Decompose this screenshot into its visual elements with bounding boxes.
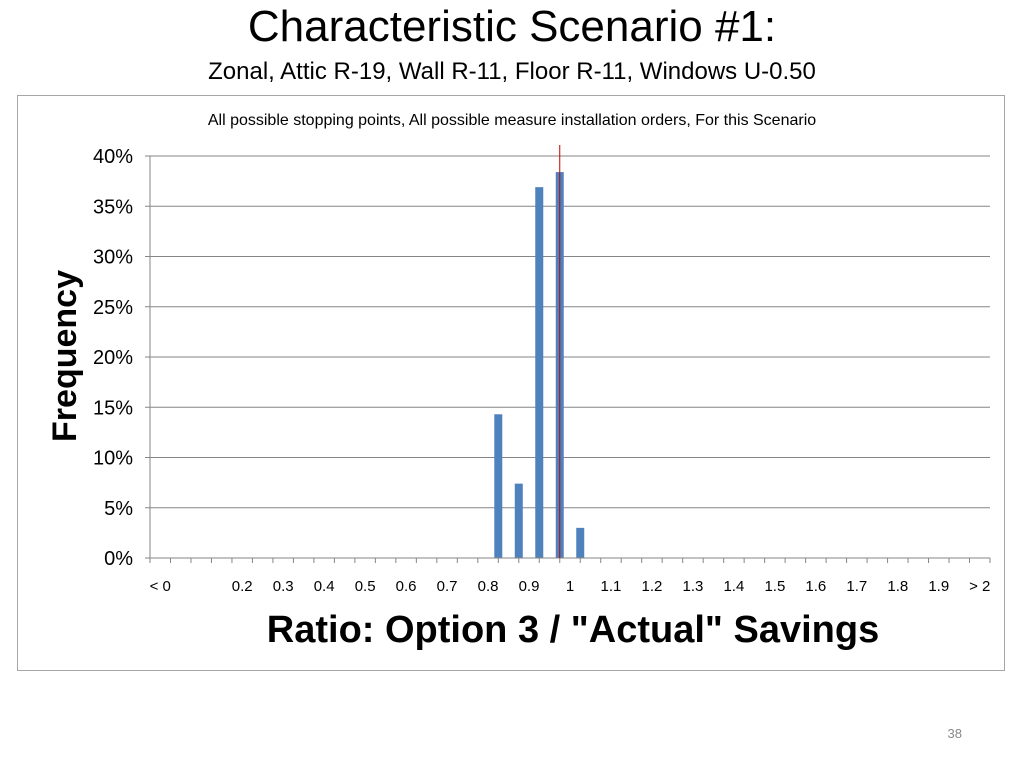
- x-tick-label: 1: [566, 578, 574, 595]
- x-tick-label: 1.5: [764, 578, 785, 595]
- bars: [494, 172, 585, 558]
- y-tick-label: 5%: [104, 498, 133, 520]
- x-tick-labels: < 0 0.2 0.3 0.4 0.5 0.6 0.7 0.8 0.9 1 1.1 1.2 1.3 1.4…: [150, 578, 991, 595]
- x-tick-label: 0.6: [396, 578, 417, 595]
- y-tick-label: 25%: [93, 297, 133, 319]
- x-tick-label: 1.7: [846, 578, 867, 595]
- x-tick-label: 0.7: [437, 578, 458, 595]
- histogram-bar: [494, 414, 503, 558]
- y-tick-label: 20%: [93, 347, 133, 369]
- x-axis-label: Ratio: Option 3 / "Actual" Savings: [267, 609, 879, 651]
- slide-title: Characteristic Scenario #1:: [247, 2, 777, 51]
- y-tick-label: 15%: [93, 397, 133, 419]
- y-tick-label: 35%: [93, 196, 133, 218]
- y-tick-labels: 0% 5% 10% 15% 20% 25% 30% 35% 40%: [93, 146, 133, 570]
- x-tick-label: 1.1: [601, 578, 622, 595]
- x-tick-label: 0.3: [273, 578, 294, 595]
- x-tick-label: < 0: [150, 578, 171, 595]
- x-tick-label: 1.3: [682, 578, 703, 595]
- x-tick-label: 1.6: [805, 578, 826, 595]
- histogram-bar: [514, 483, 523, 558]
- histogram-bar: [535, 187, 544, 558]
- x-tick-label: 0.8: [478, 578, 499, 595]
- x-tick-label: 1.9: [928, 578, 949, 595]
- axes: [145, 155, 991, 563]
- y-tick-label: 40%: [93, 146, 133, 168]
- gridlines: [150, 155, 990, 509]
- x-tick-label: 0.4: [314, 578, 335, 595]
- page-number: 38: [947, 726, 962, 741]
- y-tick-label: 30%: [93, 247, 133, 269]
- x-tick-label: 0.5: [355, 578, 376, 595]
- x-tick-label: 1.8: [887, 578, 908, 595]
- y-tick-label: 0%: [104, 548, 133, 570]
- chart-frame: [17, 95, 1005, 671]
- slide-subtitle: Zonal, Attic R-19, Wall R-11, Floor R-11…: [208, 58, 816, 85]
- x-tick-label: 0.2: [232, 578, 253, 595]
- x-tick-label: 1.4: [723, 578, 744, 595]
- y-axis-label: Frequency: [46, 270, 84, 442]
- histogram-bar: [576, 527, 585, 558]
- x-tick-label: 1.2: [642, 578, 663, 595]
- x-tick-label: > 2: [969, 578, 990, 595]
- y-tick-label: 10%: [93, 448, 133, 470]
- chart-title: All possible stopping points, All possib…: [208, 112, 816, 129]
- x-tick-label: 0.9: [519, 578, 540, 595]
